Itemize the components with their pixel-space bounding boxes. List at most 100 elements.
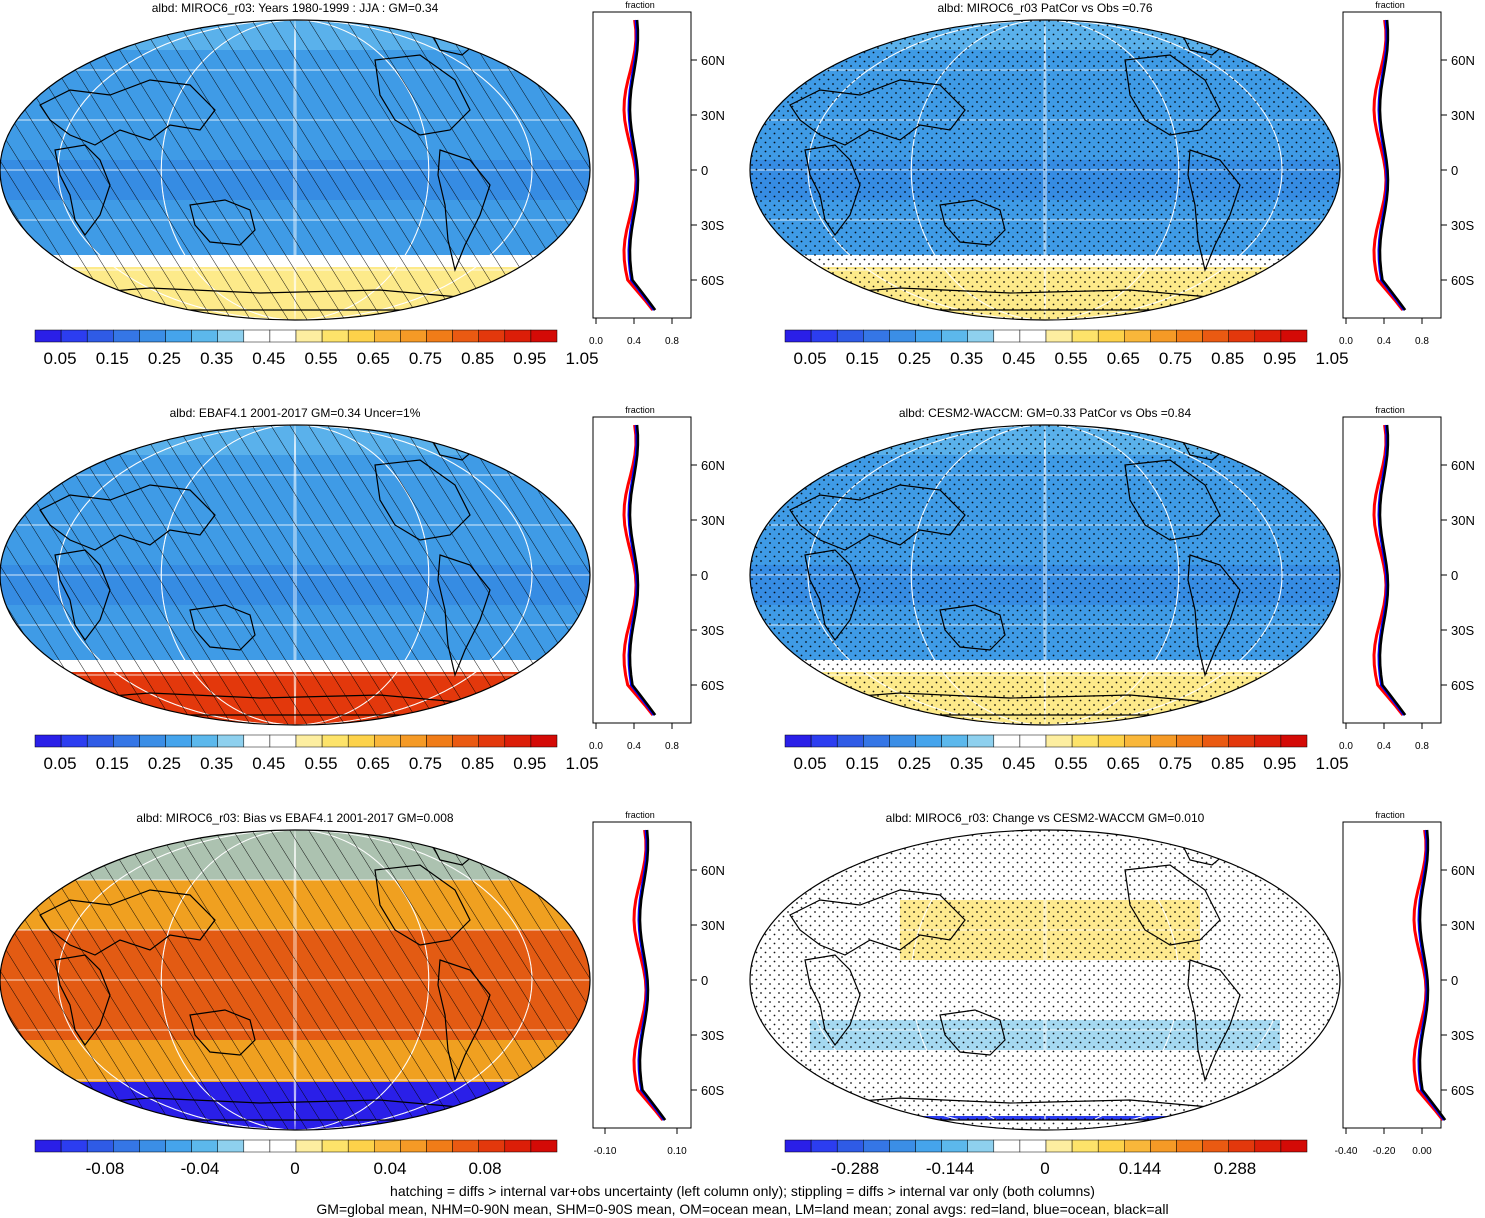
- panel-4: albd: CESM2-WACCM: GM=0.33 PatCor vs Obs…: [749, 405, 1475, 773]
- colorbar-swatch: [86, 329, 114, 343]
- colorbar-swatch: [139, 1139, 166, 1153]
- zonal-frame: [1342, 11, 1442, 319]
- colorbar-swatch: [243, 329, 271, 343]
- colorbar-tick-label: 0.35: [950, 349, 983, 368]
- colorbar-swatch: [321, 1139, 349, 1153]
- colorbar-swatch: [60, 734, 88, 748]
- fraction-tick-label: 0.4: [627, 336, 641, 347]
- lat-tick-label: 30N: [1451, 918, 1475, 933]
- fraction-tick-label: 0.0: [1339, 336, 1353, 347]
- colorbar-tick-label: 0.45: [252, 349, 285, 368]
- colorbar-swatch: [34, 1139, 62, 1153]
- colorbar-swatch: [478, 734, 506, 748]
- colorbar-swatch: [889, 329, 916, 343]
- fraction-tick-label: -0.20: [1373, 1146, 1396, 1157]
- colorbar-tick-label: 0.65: [357, 349, 390, 368]
- world-map: [749, 19, 1341, 321]
- colorbar-swatch: [863, 1139, 890, 1153]
- colorbar-swatch: [993, 1139, 1021, 1153]
- colorbar-tick-label: 0.05: [44, 754, 77, 773]
- lat-tick-label: 60S: [1451, 1083, 1474, 1098]
- lat-tick-label: 60N: [1451, 53, 1475, 68]
- lat-tick-label: 30N: [701, 513, 725, 528]
- world-map: [749, 829, 1341, 1131]
- fraction-tick-label: 0.0: [589, 336, 603, 347]
- colorbar-swatch: [941, 329, 968, 343]
- zonal-mean-plot: fraction 60N 30N 0 30S 60S -0.40 -0.20 0.00: [1335, 810, 1475, 1157]
- zonal-title: fraction: [625, 810, 655, 820]
- lat-tick-label: 60N: [701, 863, 725, 878]
- colorbar-tick-label: 1.05: [566, 754, 599, 773]
- colorbar-swatch: [941, 734, 968, 748]
- colorbar-swatch: [530, 734, 558, 748]
- colorbar-swatch: [993, 734, 1021, 748]
- zonal-frame: [592, 416, 692, 724]
- colorbar-swatch: [1150, 1139, 1177, 1153]
- colorbar-swatch: [836, 1139, 864, 1153]
- colorbar-swatch: [863, 329, 890, 343]
- footer-hatching-note: hatching = diffs > internal var+obs unce…: [390, 1183, 1095, 1199]
- colorbar-swatch: [165, 1139, 192, 1153]
- colorbar-tick-label: 0.95: [513, 349, 546, 368]
- map-border: [749, 19, 1341, 321]
- colorbar-swatch: [347, 734, 375, 748]
- colorbar-swatch: [915, 1139, 942, 1153]
- colorbar-tick-label: 0.45: [1002, 349, 1035, 368]
- colorbar-swatch: [1124, 329, 1151, 343]
- colorbar-tick-label: 0.15: [96, 349, 129, 368]
- colorbar-swatch: [60, 329, 88, 343]
- map-border: [0, 19, 591, 321]
- world-map: [0, 19, 591, 321]
- map-title: albd: MIROC6_r03: Bias vs EBAF4.1 2001-2…: [136, 811, 453, 825]
- colorbar-tick-label: 0.45: [1002, 754, 1035, 773]
- zonal-title: fraction: [1375, 405, 1405, 415]
- zonal-title: fraction: [625, 405, 655, 415]
- colorbar-tick-label: 1.05: [566, 349, 599, 368]
- panel-5: albd: MIROC6_r03: Bias vs EBAF4.1 2001-2…: [0, 810, 725, 1178]
- colorbar-swatch: [321, 734, 349, 748]
- colorbar-tick-label: 0.35: [950, 754, 983, 773]
- map-border: [749, 829, 1341, 1131]
- hatching-overlay: [0, 425, 590, 725]
- map-title: albd: MIROC6_r03: Years 1980-1999 : JJA …: [152, 1, 439, 15]
- lat-tick-label: 0: [1451, 568, 1458, 583]
- colorbar-swatch: [217, 329, 245, 343]
- panel-3: albd: EBAF4.1 2001-2017 GM=0.34 Uncer=1%…: [0, 405, 725, 773]
- colorbar-swatch: [1150, 329, 1177, 343]
- colorbar-swatch: [967, 329, 995, 343]
- colorbar-swatch: [1045, 734, 1073, 748]
- colorbar-swatch: [426, 1139, 453, 1153]
- lat-tick-label: 30S: [1451, 1028, 1474, 1043]
- colorbar-swatch: [504, 1139, 532, 1153]
- colorbar-swatch: [993, 329, 1021, 343]
- colorbar-swatch: [1124, 734, 1151, 748]
- lat-tick-label: 0: [701, 163, 708, 178]
- colorbar-swatch: [478, 1139, 506, 1153]
- colorbar-tick-label: 0.85: [461, 754, 494, 773]
- colorbar-tick-label: 0.05: [794, 754, 827, 773]
- colorbar-swatch: [34, 329, 62, 343]
- colorbar-tick-label: 0.25: [898, 754, 931, 773]
- map-content: [0, 425, 590, 725]
- colorbar-swatch: [1019, 329, 1047, 343]
- lat-tick-label: 60S: [701, 678, 724, 693]
- colorbar-tick-label: 0.75: [1159, 754, 1192, 773]
- colorbar-tick-label: 0: [290, 1159, 299, 1178]
- map-title: albd: MIROC6_r03 PatCor vs Obs =0.76: [937, 1, 1152, 15]
- colorbar-swatch: [1176, 329, 1203, 343]
- colorbar: 0.05 0.15 0.25 0.35 0.45 0.55 0.65 0.75 0.85 0.95…: [34, 734, 599, 773]
- colorbar-swatch: [1097, 734, 1125, 748]
- colorbar-tick-label: 0.55: [1055, 754, 1088, 773]
- colorbar-swatch: [321, 329, 349, 343]
- colorbar-swatch: [784, 734, 812, 748]
- zonal-all-line: [628, 19, 657, 311]
- colorbar-swatch: [139, 734, 166, 748]
- colorbar-swatch: [1280, 329, 1308, 343]
- colorbar-tick-label: -0.04: [181, 1159, 220, 1178]
- fraction-tick-label: -0.40: [1335, 1146, 1358, 1157]
- lat-tick-label: 30S: [1451, 623, 1474, 638]
- colorbar-swatch: [113, 734, 140, 748]
- colorbar-swatch: [784, 329, 812, 343]
- colorbar-swatch: [1228, 1139, 1256, 1153]
- colorbar-swatch: [1045, 329, 1073, 343]
